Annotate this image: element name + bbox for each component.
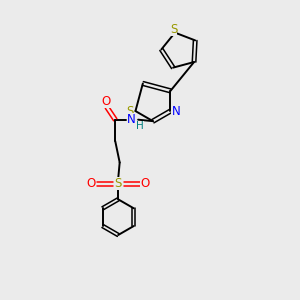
Text: S: S	[126, 105, 134, 118]
Text: O: O	[102, 95, 111, 108]
Text: S: S	[170, 22, 177, 36]
Text: N: N	[172, 105, 180, 118]
Text: N: N	[127, 113, 136, 126]
Text: H: H	[136, 121, 144, 131]
Text: S: S	[115, 177, 122, 190]
Text: O: O	[140, 177, 150, 190]
Text: O: O	[87, 177, 96, 190]
